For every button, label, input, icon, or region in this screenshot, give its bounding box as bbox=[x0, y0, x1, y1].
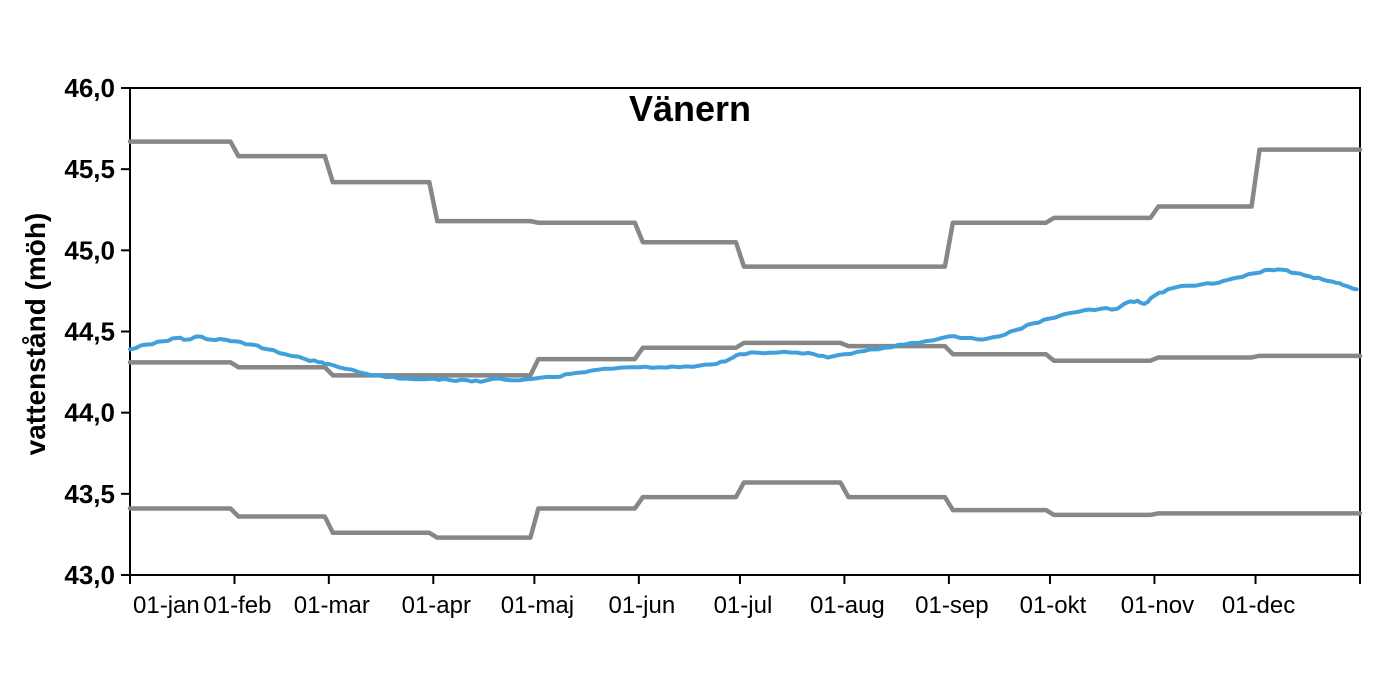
y-axis-title: vattenstånd (möh) bbox=[20, 212, 51, 456]
x-tick-label: 01-sep bbox=[915, 592, 988, 619]
y-tick-label: 44,0 bbox=[64, 398, 115, 428]
x-tick-label: 01-mar bbox=[294, 592, 370, 619]
plot-border bbox=[129, 87, 1361, 576]
y-tick-label: 43,5 bbox=[64, 479, 115, 509]
x-tick-label: 01-jan bbox=[133, 592, 200, 619]
x-tick-label: 01-maj bbox=[501, 592, 574, 619]
chart-title: Vänern bbox=[628, 88, 752, 129]
y-tick-label: 45,5 bbox=[64, 154, 115, 184]
y-tick-label: 45,0 bbox=[64, 235, 115, 265]
x-tick-label: 01-dec bbox=[1222, 592, 1295, 619]
x-tick-label: 01-nov bbox=[1121, 592, 1194, 619]
water-level-line bbox=[128, 267, 1359, 384]
y-tick-label: 46,0 bbox=[64, 73, 115, 103]
x-tick-label: 01-apr bbox=[402, 592, 471, 619]
y-tick-label: 43,0 bbox=[64, 560, 115, 590]
x-tick-label: 01-feb bbox=[203, 592, 271, 619]
upper-limit-step-line bbox=[127, 139, 1363, 269]
x-tick-label: 01-jun bbox=[608, 592, 675, 619]
x-tick-label: 01-jul bbox=[714, 592, 773, 619]
y-tick-label: 44,5 bbox=[64, 317, 115, 347]
x-tick-label: 01-okt bbox=[1020, 592, 1087, 619]
lower-limit-step-line bbox=[127, 480, 1363, 540]
x-tick-label: 01-aug bbox=[810, 592, 885, 619]
middle-step-line bbox=[127, 340, 1363, 378]
